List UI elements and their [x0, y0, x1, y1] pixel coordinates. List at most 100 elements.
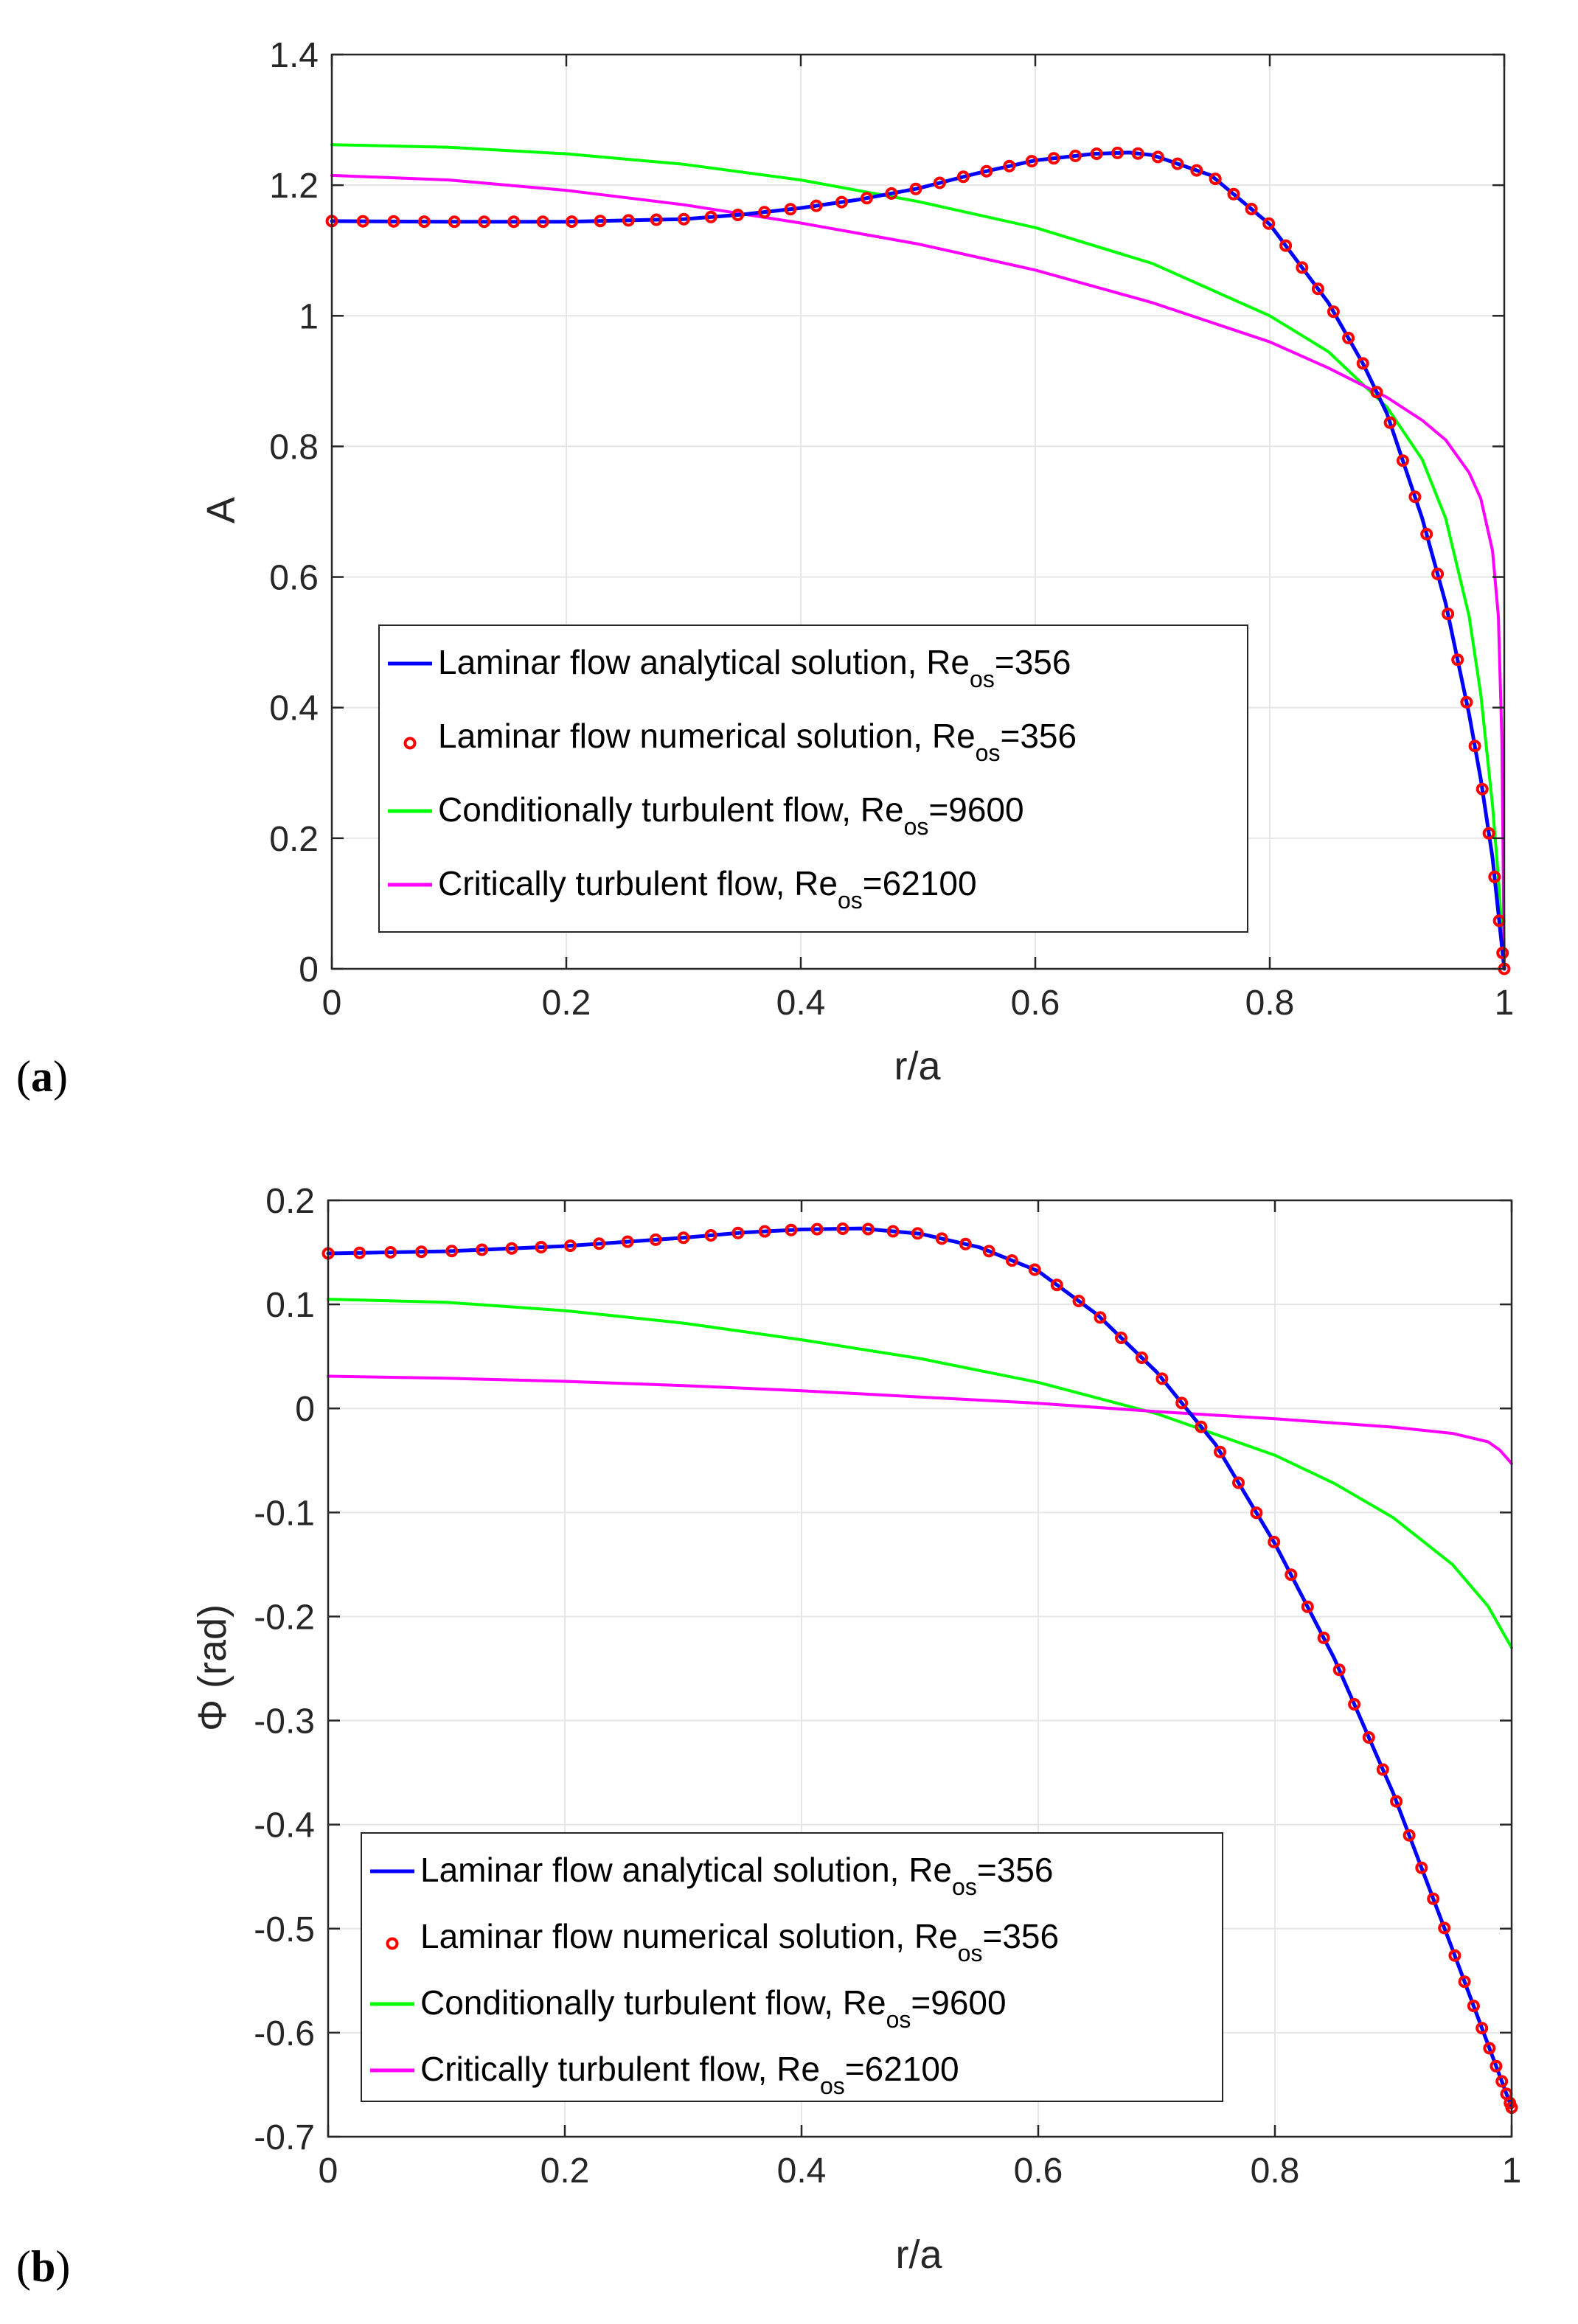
legend-label-a-0: Laminar flow analytical solution, Reos=3… — [438, 643, 1071, 692]
data-point-b-29 — [1094, 1311, 1107, 1324]
data-point-b-33 — [1175, 1396, 1189, 1410]
data-point-b-31 — [1136, 1351, 1148, 1364]
data-point-b-53 — [1467, 2000, 1480, 2013]
data-point-a-29 — [1090, 147, 1103, 160]
data-point-a-26 — [1025, 155, 1038, 168]
ytick-label-b-0: -0.7 — [254, 2118, 315, 2157]
data-point-b-16 — [785, 1223, 798, 1236]
data-point-a-6 — [507, 215, 521, 229]
data-point-a-13 — [704, 210, 717, 223]
data-point-b-38 — [1268, 1535, 1281, 1548]
data-point-b-3 — [415, 1245, 428, 1259]
data-point-a-16 — [784, 203, 797, 216]
data-point-b-28 — [1072, 1295, 1085, 1307]
legend-swatch-b-1 — [386, 1937, 399, 1950]
ytick-label-a-0: 0 — [299, 950, 319, 989]
data-point-a-46 — [1383, 416, 1397, 429]
data-point-a-36 — [1227, 187, 1240, 201]
data-point-a-38 — [1262, 217, 1276, 230]
xtick-label-a-0: 0 — [322, 984, 342, 1023]
data-point-b-5 — [476, 1243, 489, 1256]
data-point-a-1 — [356, 215, 369, 228]
data-point-b-12 — [677, 1231, 690, 1245]
data-point-a-52 — [1451, 653, 1464, 667]
data-point-b-27 — [1050, 1278, 1063, 1292]
data-point-b-46 — [1390, 1795, 1403, 1808]
xlabel-a: r/a — [894, 1044, 941, 1088]
data-point-b-41 — [1317, 1631, 1330, 1644]
data-point-a-59 — [1496, 947, 1509, 959]
ytick-label-a-5: 1 — [299, 297, 319, 336]
ticks-a: 0 0.2 0.4 0.6 0.8 1 0 0.2 0.4 0.6 0.8 1 1.2 1.4 — [269, 36, 1514, 1023]
data-point-a-25 — [1003, 159, 1016, 173]
data-point-a-5 — [478, 215, 491, 229]
data-point-b-21 — [911, 1227, 924, 1240]
data-point-b-50 — [1438, 1921, 1451, 1935]
data-point-a-54 — [1468, 740, 1481, 753]
data-point-a-31 — [1131, 147, 1144, 160]
data-point-a-20 — [885, 187, 898, 200]
xtick-label-b-4: 0.8 — [1251, 2151, 1300, 2191]
data-point-a-56 — [1482, 827, 1495, 840]
data-point-a-51 — [1442, 608, 1455, 621]
data-point-b-11 — [649, 1233, 662, 1246]
data-point-b-4 — [445, 1245, 459, 1258]
data-point-b-55 — [1483, 2042, 1496, 2055]
data-point-a-57 — [1488, 870, 1501, 883]
xtick-label-a-1: 0.2 — [542, 984, 591, 1023]
data-point-a-15 — [758, 206, 771, 219]
ytick-label-a-1: 0.2 — [269, 820, 319, 859]
ytick-label-b-1: -0.6 — [254, 2014, 315, 2053]
panel-label-a: (a) — [16, 1052, 68, 1101]
data-point-b-18 — [836, 1222, 849, 1235]
data-point-b-35 — [1214, 1445, 1226, 1458]
ytick-label-b-6: -0.1 — [254, 1494, 315, 1533]
data-point-b-7 — [535, 1241, 548, 1253]
xtick-label-a-2: 0.4 — [776, 984, 826, 1023]
ytick-label-a-2: 0.4 — [269, 689, 319, 728]
data-point-b-54 — [1476, 2022, 1489, 2035]
data-point-b-19 — [861, 1222, 875, 1236]
data-point-a-10 — [622, 214, 635, 227]
panel-a: 0 0.2 0.4 0.6 0.8 1 0 0.2 0.4 0.6 0.8 1 1.2 1.4 r/a A… — [16, 36, 1514, 1101]
data-point-a-11 — [650, 213, 663, 226]
legend-a: Laminar flow analytical solution, Reos=3… — [378, 625, 1248, 933]
data-point-b-8 — [563, 1239, 577, 1253]
data-point-a-50 — [1431, 567, 1445, 580]
data-point-a-43 — [1342, 331, 1355, 344]
data-point-b-51 — [1448, 1949, 1461, 1962]
series-markers-a-1 — [325, 146, 1511, 975]
ytick-label-b-9: 0.2 — [265, 1182, 315, 1221]
data-point-b-48 — [1415, 1861, 1428, 1874]
panel-b: 0 0.2 0.4 0.6 0.8 1 -0.7 -0.6 -0.5 -0.4 -0.3 -0.2 -0… — [16, 1182, 1521, 2291]
legend-label-b-2: Conditionally turbulent flow, Reos=9600 — [420, 1983, 1007, 2033]
ylabel-b: Φ (rad) — [190, 1604, 234, 1731]
data-point-a-4 — [448, 215, 461, 229]
legend-label-a-3: Critically turbulent flow, Reos=62100 — [438, 864, 977, 914]
legend-swatch-a-1 — [403, 737, 417, 750]
xtick-label-b-3: 0.6 — [1014, 2151, 1063, 2191]
data-point-b-44 — [1362, 1731, 1375, 1744]
xtick-label-a-5: 1 — [1495, 984, 1515, 1023]
legend-box-a — [378, 625, 1248, 933]
data-point-b-10 — [621, 1235, 634, 1248]
ytick-label-a-6: 1.2 — [269, 167, 319, 206]
data-point-a-12 — [677, 212, 690, 226]
xtick-label-b-1: 0.2 — [541, 2151, 590, 2191]
series-b — [321, 1222, 1518, 2114]
data-point-a-49 — [1420, 527, 1433, 540]
data-point-b-32 — [1155, 1372, 1169, 1385]
data-point-a-41 — [1311, 282, 1324, 296]
data-point-a-27 — [1047, 152, 1060, 165]
ytick-label-b-2: -0.5 — [254, 1910, 315, 1949]
data-point-b-15 — [758, 1225, 771, 1238]
data-point-a-45 — [1370, 386, 1383, 399]
xlabel-b: r/a — [895, 2233, 942, 2277]
data-point-b-52 — [1458, 1975, 1471, 1989]
legend-label-b-0: Laminar flow analytical solution, Reos=3… — [420, 1851, 1053, 1900]
data-point-a-44 — [1356, 357, 1369, 370]
ylabel-a: A — [199, 497, 243, 523]
xtick-label-b-0: 0 — [319, 2151, 338, 2191]
data-point-a-55 — [1476, 782, 1489, 796]
